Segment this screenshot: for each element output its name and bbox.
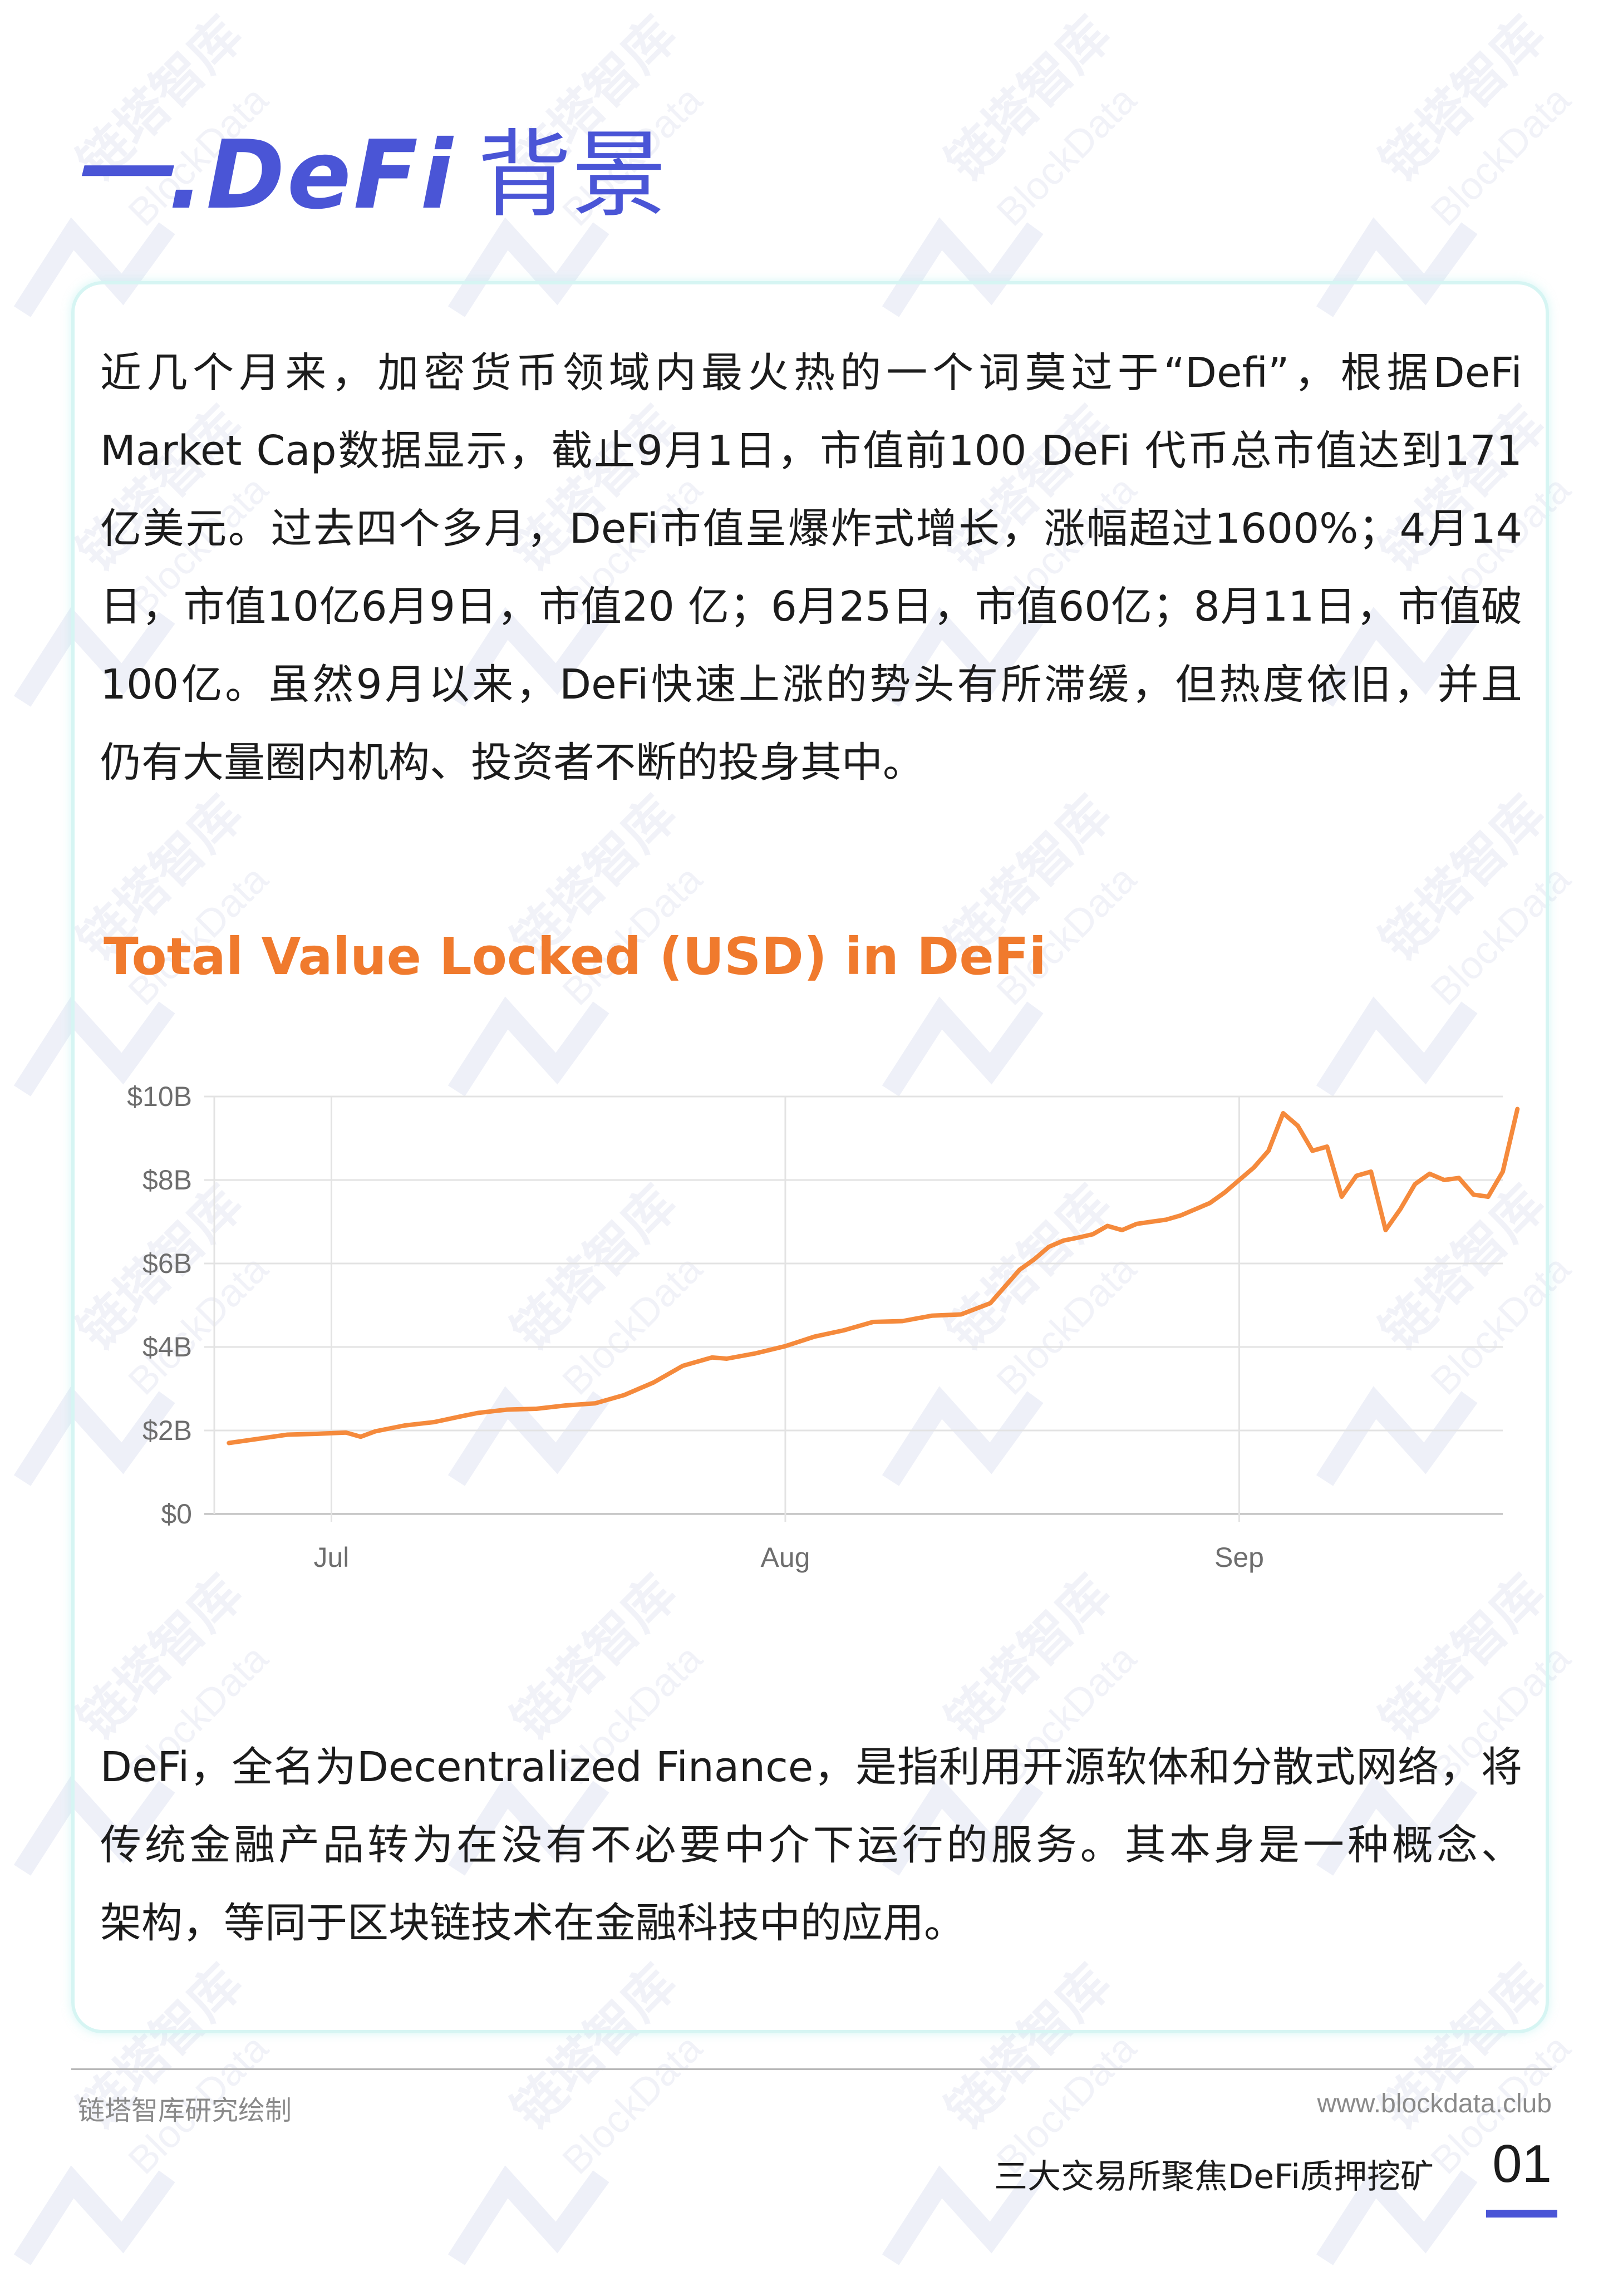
y-tick-label: $6B — [142, 1248, 192, 1279]
x-tick-label: Sep — [1214, 1542, 1264, 1573]
intro-line: 仍有大量圈内机构、投资者不断的投身其中。 — [100, 739, 924, 786]
definition-line: DeFi，全名为Decentralized Finance，是指利用开源软体和分… — [100, 1743, 1522, 1791]
page-number-underline — [1486, 2210, 1557, 2218]
intro-line: 亿美元。过去四个多月，DeFi市值呈爆炸式增长，涨幅超过1600%；4月14 — [100, 505, 1522, 553]
definition-line: 传统金融产品转为在没有不必要中介下运行的服务。其本身是一种概念、 — [100, 1821, 1522, 1869]
chart-grid — [204, 1095, 1503, 1522]
y-tick-label: $10B — [127, 1081, 192, 1112]
footer-source: 链塔智库研究绘制 — [78, 2095, 292, 2126]
y-tick-label: $4B — [142, 1331, 192, 1363]
tvl-chart: Total Value Locked (USD) in DeFi $0 $2B $4… — [104, 927, 1520, 1573]
intro-paragraph: 近几个月来，加密货币领域内最火热的一个词莫过于“Defi”，根据DeFi Mar… — [100, 334, 1522, 802]
definition-line: 架构，等同于区块链技术在金融科技中的应用。 — [100, 1899, 965, 1947]
tvl-series-line — [227, 1111, 1491, 1446]
intro-line: Market Cap数据显示，截止9月1日，市值前100 DeFi 代币总市值达… — [100, 427, 1522, 475]
y-tick-label: $2B — [142, 1415, 192, 1446]
definition-paragraph: DeFi，全名为Decentralized Finance，是指利用开源软体和分… — [100, 1728, 1522, 1962]
y-tick-label: $8B — [142, 1164, 192, 1196]
content-card — [71, 281, 1549, 2033]
chart-axes: $0 $2B $4B $6B $8B $10B Jul Aug Sep — [127, 1081, 1264, 1573]
document-title: 三大交易所聚焦DeFi质押挖矿 — [994, 2157, 1434, 2196]
intro-line: 近几个月来，加密货币领域内最火热的一个词莫过于“Defi”，根据DeFi — [100, 349, 1522, 397]
section-title-suffix: 背景 — [477, 120, 667, 230]
chart-title: Total Value Locked (USD) in DeFi — [104, 927, 1046, 986]
intro-line: 日，市值10亿6月9日，市值20 亿；6月25日，市值60亿；8月11日，市值破 — [100, 583, 1522, 631]
page-number: 01 — [1492, 2134, 1552, 2194]
intro-line: 100亿。虽然9月以来，DeFi快速上涨的势头有所滞缓，但热度依旧，并且 — [100, 661, 1522, 709]
tvl-series-line-tail — [1486, 1107, 1520, 1199]
section-title-main: 一.DeFi — [71, 120, 455, 230]
x-tick-label: Aug — [760, 1542, 810, 1573]
y-tick-label: $0 — [161, 1498, 192, 1530]
footer-website[interactable]: www.blockdata.club — [1317, 2089, 1552, 2118]
section-title: 一.DeFi 背景 — [71, 128, 666, 223]
footer-divider — [71, 2068, 1552, 2070]
x-tick-label: Jul — [313, 1542, 349, 1573]
